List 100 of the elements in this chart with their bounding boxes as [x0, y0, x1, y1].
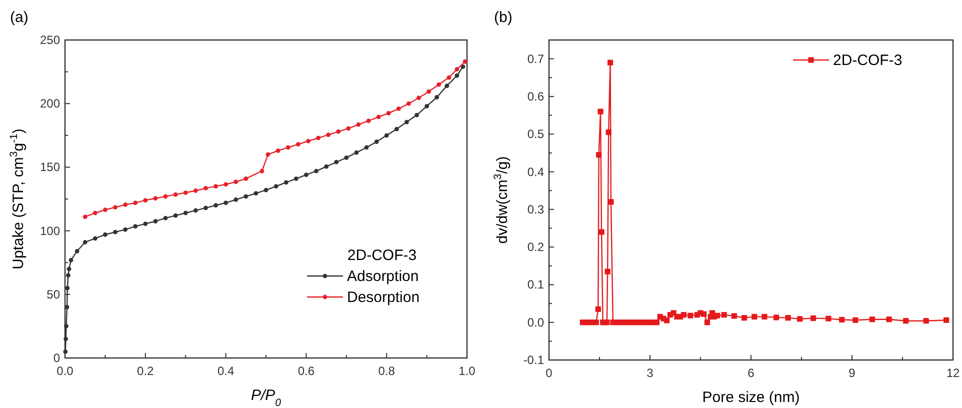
point: [266, 152, 270, 157]
y-tick-label: 50: [46, 287, 60, 302]
point: [92, 236, 98, 241]
point: [454, 67, 460, 72]
y-tick-label: -0.1: [523, 353, 544, 367]
point: [460, 64, 466, 69]
point: [64, 336, 68, 342]
point: [346, 126, 351, 131]
y-tick-label: 0.3: [527, 202, 544, 216]
point: [103, 208, 108, 212]
point: [374, 140, 379, 144]
legend-title: 2D-COF-3: [347, 247, 417, 264]
x-tick-label: 6: [748, 366, 755, 380]
point: [274, 184, 278, 188]
y-tick-label: 0.2: [527, 240, 544, 254]
point: [66, 266, 72, 272]
y-tick-label: 100: [40, 224, 60, 238]
point: [214, 184, 218, 188]
point: [244, 194, 248, 199]
point: [204, 206, 208, 210]
point: [434, 95, 440, 100]
x-axis-title: Pore size (nm): [702, 389, 800, 406]
x-tick-label: 0.8: [378, 364, 396, 378]
point: [82, 240, 88, 244]
point: [296, 142, 300, 147]
legend-label: 2D-COF-3: [833, 52, 902, 69]
point: [234, 180, 238, 184]
point: [123, 227, 128, 232]
point: [66, 273, 70, 278]
chart-title: (a): [10, 9, 28, 26]
x-tick-label: 0.6: [298, 364, 315, 378]
point: [386, 110, 391, 116]
point: [446, 75, 452, 80]
point: [426, 89, 432, 94]
point: [324, 164, 328, 169]
point: [376, 114, 381, 120]
y-tick-label: 150: [40, 160, 60, 174]
point: [316, 136, 320, 140]
point: [364, 145, 369, 150]
point: [424, 104, 429, 108]
x-tick-label: 1.0: [458, 364, 476, 378]
point: [224, 200, 228, 206]
point: [406, 101, 411, 106]
chart-title: (b): [494, 9, 512, 26]
point: [276, 148, 280, 153]
legend-label: Desorption: [347, 289, 420, 306]
point: [173, 192, 178, 197]
point: [163, 216, 168, 220]
point: [163, 194, 168, 199]
y-tick-label: 0.7: [527, 52, 544, 66]
point: [462, 59, 468, 64]
point: [384, 133, 389, 138]
point: [336, 129, 341, 134]
point: [143, 222, 148, 226]
point: [133, 200, 138, 206]
y-tick-label: 0.5: [527, 127, 544, 142]
x-tick-label: 0.4: [217, 364, 234, 378]
x-axis-title: P/P$_{0}$: [250, 387, 282, 408]
point: [173, 213, 178, 218]
point: [366, 118, 371, 123]
point: [113, 205, 118, 210]
point: [264, 188, 268, 192]
point: [286, 145, 290, 150]
point: [214, 203, 218, 208]
point: [304, 172, 308, 178]
x-tick-label: 12: [946, 366, 960, 380]
point: [354, 150, 359, 155]
point: [244, 176, 248, 181]
point: [260, 168, 264, 174]
point: [63, 349, 68, 354]
y-tick-label: 250: [40, 33, 60, 47]
x-tick-label: 0: [546, 366, 553, 380]
point: [314, 168, 318, 174]
point: [65, 286, 70, 290]
point: [153, 219, 158, 224]
x-tick-label: 0.0: [56, 364, 74, 378]
y-tick-label: 0: [53, 351, 60, 365]
point: [193, 188, 198, 193]
point: [68, 258, 74, 262]
point: [113, 230, 118, 234]
point: [123, 202, 128, 207]
y-tick-label: 200: [40, 96, 60, 111]
y-tick-label: 0.6: [527, 89, 544, 104]
point: [183, 190, 188, 195]
point: [234, 197, 238, 202]
point: [82, 214, 88, 220]
x-tick-label: 9: [848, 366, 856, 380]
y-tick-label: 0.1: [527, 278, 544, 292]
point: [74, 248, 80, 254]
point: [143, 198, 148, 202]
x-tick-label: 3: [646, 366, 654, 380]
point: [454, 73, 460, 78]
point: [204, 186, 208, 190]
point: [193, 208, 198, 213]
point: [444, 84, 450, 88]
point: [133, 224, 138, 229]
point: [416, 96, 421, 100]
point: [356, 122, 361, 127]
point: [394, 126, 399, 132]
point: [436, 82, 442, 87]
